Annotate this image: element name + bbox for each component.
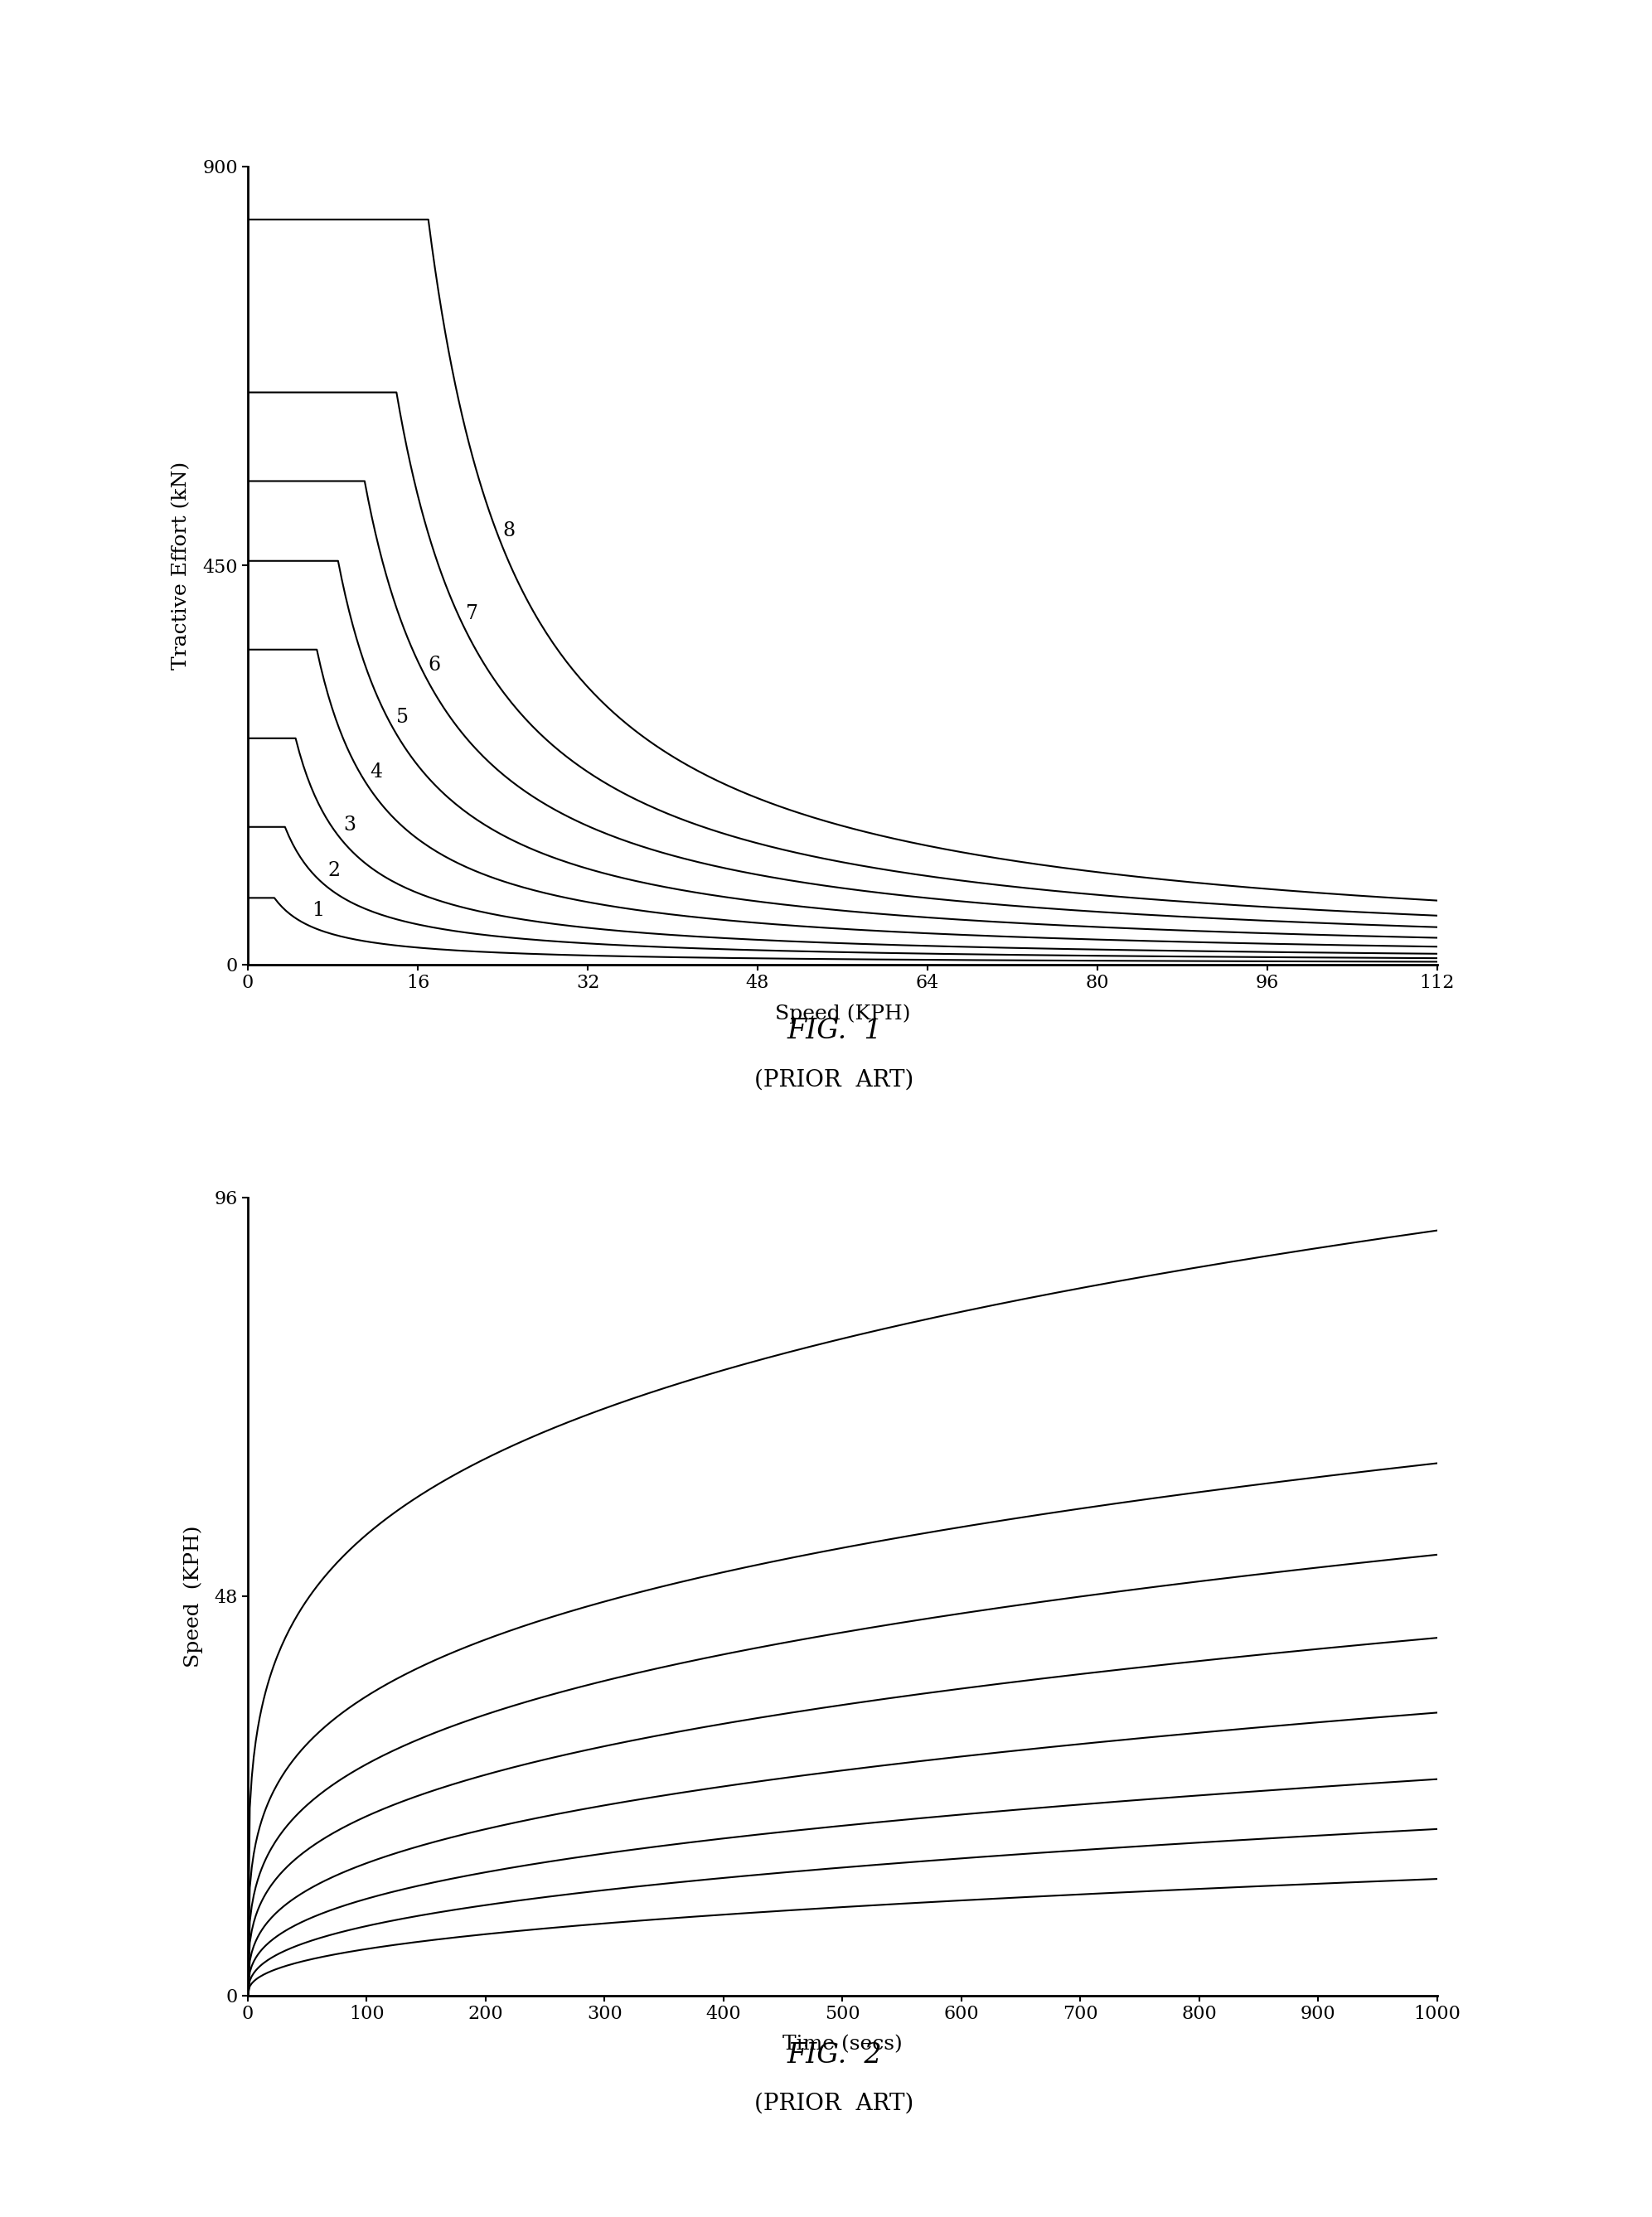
X-axis label: Time (secs): Time (secs) [783, 2035, 902, 2053]
Text: 7: 7 [466, 603, 477, 623]
Text: (PRIOR  ART): (PRIOR ART) [755, 2093, 914, 2115]
Text: 6: 6 [428, 656, 441, 674]
Text: 1: 1 [312, 900, 324, 920]
Text: (PRIOR  ART): (PRIOR ART) [755, 1069, 914, 1091]
Text: 8: 8 [502, 521, 515, 541]
Y-axis label: Tractive Effort (kN): Tractive Effort (kN) [172, 461, 192, 670]
Text: 4: 4 [370, 763, 383, 783]
Text: FIG.  2: FIG. 2 [786, 2042, 882, 2068]
Text: 2: 2 [327, 860, 340, 880]
Text: 3: 3 [344, 816, 355, 836]
Text: 5: 5 [396, 707, 410, 727]
Y-axis label: Speed  (KPH): Speed (KPH) [183, 1525, 203, 1667]
Text: FIG.  1: FIG. 1 [786, 1018, 882, 1044]
X-axis label: Speed (KPH): Speed (KPH) [775, 1004, 910, 1024]
